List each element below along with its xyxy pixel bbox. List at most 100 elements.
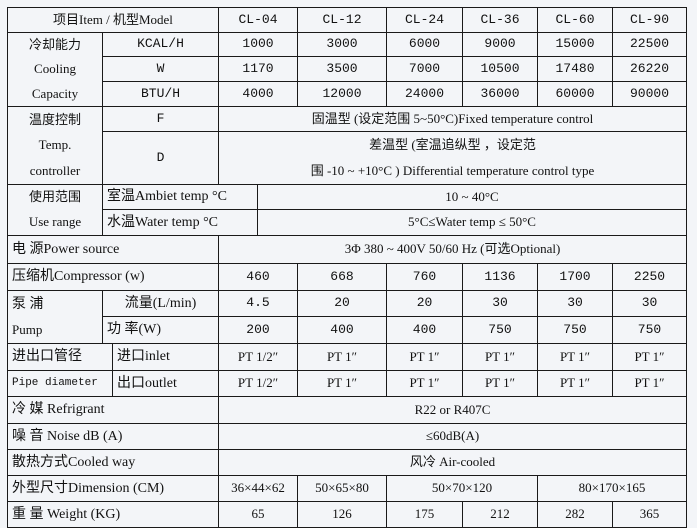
power-source-value: 3Φ 380 ~ 400V 50/60 Hz (可选Optional): [219, 236, 686, 263]
cell: 22500: [613, 33, 686, 56]
noise-value: ≤60dB(A): [219, 424, 686, 449]
label-line: Capacity: [31, 85, 79, 101]
cell: 668: [298, 264, 386, 290]
cell: 460: [219, 264, 297, 290]
cell: 365: [613, 502, 686, 527]
label-line: Temp.: [38, 137, 72, 153]
water-temp-label: 水温Water temp °C: [103, 210, 257, 235]
value-line: 差温型 (室温追纵型 ，设定范: [369, 136, 536, 152]
cell: 30: [463, 291, 537, 316]
pipe-inlet-label: 进口inlet: [113, 344, 218, 370]
cell: 1700: [538, 264, 612, 290]
cell: 36000: [463, 82, 537, 106]
cooled-way-label: 散热方式Cooled way: [8, 450, 218, 475]
cell: PT 1″: [387, 344, 462, 370]
use-range-label: 使用范围 Use range: [8, 185, 102, 235]
cell: PT 1/2″: [219, 371, 297, 396]
cell: 2250: [613, 264, 686, 290]
unit-kcal: KCAL/H: [103, 33, 218, 56]
label-line: Cooling: [34, 61, 76, 77]
cell: 30: [538, 291, 612, 316]
cell: 175: [387, 502, 462, 527]
noise-label: 噪 音 Noise dB (A): [8, 424, 218, 449]
pump-power-label: 功 率(W): [103, 317, 218, 343]
pipe-label-en: Pipe diameter: [8, 371, 112, 396]
cell: 9000: [463, 33, 537, 56]
cooled-way-value: 风冷 Air-cooled: [219, 450, 686, 475]
cell: 50×70×120: [387, 476, 537, 501]
unit-btu: BTU/H: [103, 82, 218, 106]
cell: 4000: [219, 82, 297, 106]
pipe-label-cn: 进出口管径: [8, 344, 112, 370]
cell: PT 1″: [538, 371, 612, 396]
weight-label: 重 量 Weight (KG): [8, 502, 218, 527]
ambient-temp-value: 10 ~ 40°C: [258, 185, 686, 209]
header-model: CL-24: [387, 8, 462, 32]
cell: 80×170×165: [538, 476, 686, 501]
cell: 3000: [298, 33, 386, 56]
cell: 400: [387, 317, 462, 343]
cell: PT 1″: [298, 371, 386, 396]
pipe-outlet-label: 出口outlet: [113, 371, 218, 396]
cell: PT 1″: [463, 371, 537, 396]
temp-f-key: F: [103, 107, 218, 131]
cell: 6000: [387, 33, 462, 56]
cell: 750: [463, 317, 537, 343]
cell: PT 1″: [387, 371, 462, 396]
cell: 24000: [387, 82, 462, 106]
cell: 60000: [538, 82, 612, 106]
header-item-model: 项目Item / 机型Model: [8, 8, 218, 32]
cell: 282: [538, 502, 612, 527]
cell: 750: [538, 317, 612, 343]
pump-label: 泵 浦 Pump: [8, 291, 102, 343]
cell: 212: [463, 502, 537, 527]
cell: 3500: [298, 57, 386, 81]
cell: 17480: [538, 57, 612, 81]
water-temp-value: 5°C≤Water temp ≤ 50°C: [258, 210, 686, 235]
cell: PT 1″: [538, 344, 612, 370]
cell: PT 1″: [298, 344, 386, 370]
cell: 1136: [463, 264, 537, 290]
cell: 50×65×80: [298, 476, 386, 501]
cell: 10500: [463, 57, 537, 81]
cell: PT 1″: [463, 344, 537, 370]
cell: 126: [298, 502, 386, 527]
cell: PT 1/2″: [219, 344, 297, 370]
cell: 12000: [298, 82, 386, 106]
cell: 90000: [613, 82, 686, 106]
label-line: 泵 浦: [12, 296, 44, 312]
cell: 65: [219, 502, 297, 527]
ambient-temp-label: 室温Ambiet temp °C: [103, 185, 257, 209]
temp-d-key: D: [103, 132, 218, 184]
cell: PT 1″: [613, 344, 686, 370]
temp-controller-label: 温度控制 Temp. controller: [8, 107, 102, 184]
cell: 1000: [219, 33, 297, 56]
label-line: controller: [29, 163, 81, 179]
label-line: 使用范围: [28, 189, 81, 205]
cell: 20: [387, 291, 462, 316]
label-line: Pump: [12, 322, 43, 338]
cell: 7000: [387, 57, 462, 81]
cell: 750: [613, 317, 686, 343]
header-model: CL-12: [298, 8, 386, 32]
spec-table: 项目Item / 机型Model CL-04 CL-12 CL-24 CL-36…: [7, 7, 687, 528]
cell: 26220: [613, 57, 686, 81]
header-model: CL-36: [463, 8, 537, 32]
header-model: CL-90: [613, 8, 686, 32]
dimension-label: 外型尺寸Dimension (CM): [8, 476, 218, 501]
cell: 1170: [219, 57, 297, 81]
temp-d-value: 差温型 (室温追纵型 ，设定范 围 -10 ~ +10°C ) Differen…: [219, 132, 686, 184]
label-line: 温度控制: [28, 111, 81, 127]
compressor-label: 压缩机Compressor (w): [8, 264, 218, 290]
power-source-label: 电 源Power source: [8, 236, 218, 263]
cell: 20: [298, 291, 386, 316]
temp-f-value: 固温型 (设定范围 5~50°C)Fixed temperature contr…: [219, 107, 686, 131]
header-model: CL-60: [538, 8, 612, 32]
unit-w: W: [103, 57, 218, 81]
pump-flow-label: 流量(L/min): [103, 291, 218, 316]
cell: 400: [298, 317, 386, 343]
cell: 30: [613, 291, 686, 316]
cell: 4.5: [219, 291, 297, 316]
value-line: 围 -10 ~ +10°C ) Differential temperature…: [310, 162, 595, 178]
cell: 36×44×62: [219, 476, 297, 501]
